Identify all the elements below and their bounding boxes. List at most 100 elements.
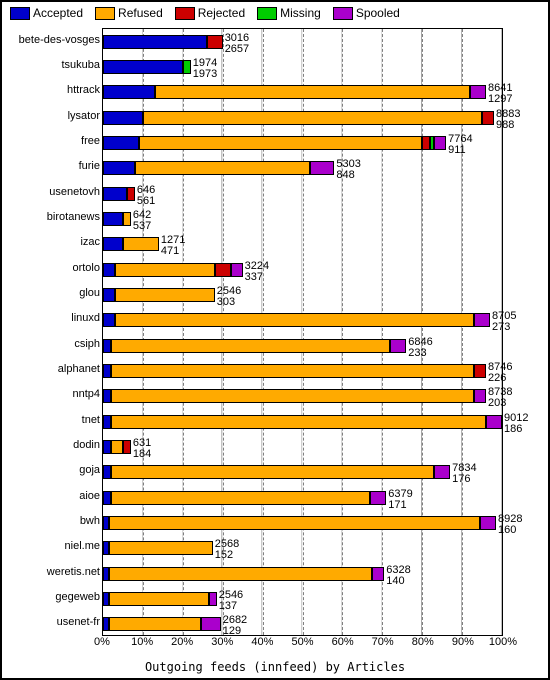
bar-value-bottom: 203 <box>488 398 512 409</box>
bar-segment-rejected <box>474 364 486 378</box>
x-tick-label: 60% <box>332 636 354 648</box>
bar-value-bottom: 337 <box>245 272 269 283</box>
x-tick-label: 50% <box>291 636 313 648</box>
bar-segment-rejected <box>207 35 223 49</box>
bar-segment-accepted <box>103 161 135 175</box>
bar-segment-spooled <box>201 617 221 631</box>
bar-segment-accepted <box>103 111 143 125</box>
bar-segment-refused <box>139 136 422 150</box>
bar-value-top: 6846 <box>408 337 432 348</box>
bar-value-labels: 6846233 <box>406 337 432 359</box>
bar-row: 9012186 <box>103 415 502 429</box>
y-axis-label: aioe <box>4 490 100 502</box>
bar-segment-refused <box>115 288 215 302</box>
legend-item: Spooled <box>333 6 400 20</box>
bar-segment-accepted <box>103 237 123 251</box>
bar-value-labels: 646561 <box>135 185 155 207</box>
bar-row: 30162657 <box>103 35 502 49</box>
bar-value-bottom: 176 <box>452 474 476 485</box>
bar-segment-spooled <box>209 592 217 606</box>
bar-row: 6846233 <box>103 339 502 353</box>
bar-value-labels: 1271471 <box>159 235 185 257</box>
bar-value-bottom: 233 <box>408 348 432 359</box>
bar-value-labels: 8928160 <box>496 514 522 536</box>
y-axis-label: ortolo <box>4 262 100 274</box>
bar-segment-accepted <box>103 136 139 150</box>
bar-segment-refused <box>109 592 209 606</box>
bar-row: 7764911 <box>103 136 502 150</box>
bar-segment-refused <box>111 491 370 505</box>
y-axis-label: alphanet <box>4 363 100 375</box>
bar-value-labels: 19741973 <box>191 58 217 80</box>
bar-row: 8738203 <box>103 389 502 403</box>
bar-segment-accepted <box>103 60 183 74</box>
bar-row: 8705273 <box>103 313 502 327</box>
y-axis-label: nntp4 <box>4 388 100 400</box>
bar-segment-refused <box>123 212 131 226</box>
bar-segment-rejected <box>215 263 231 277</box>
bar-segment-refused <box>111 465 434 479</box>
bar-value-labels: 2682129 <box>221 615 247 637</box>
bar-segment-refused <box>143 111 482 125</box>
bar-value-bottom: 561 <box>137 196 155 207</box>
x-axis-title: Outgoing feeds (innfeed) by Articles <box>2 660 548 674</box>
y-axis-label: glou <box>4 287 100 299</box>
bar-segment-rejected <box>127 187 135 201</box>
bar-value-labels: 6379171 <box>386 489 412 511</box>
x-tick-label: 10% <box>131 636 153 648</box>
bar-segment-spooled <box>474 389 486 403</box>
legend-item: Refused <box>95 6 163 20</box>
bar-segment-refused <box>123 237 159 251</box>
bar-value-labels: 642537 <box>131 210 151 232</box>
y-axis-label: bwh <box>4 515 100 527</box>
bar-row: 642537 <box>103 212 502 226</box>
bar-row: 2546303 <box>103 288 502 302</box>
bar-segment-spooled <box>310 161 334 175</box>
bar-segment-spooled <box>390 339 406 353</box>
bar-value-labels: 9012186 <box>502 413 528 435</box>
y-axis-label: furie <box>4 160 100 172</box>
legend-swatch <box>175 7 195 20</box>
x-tick-label: 90% <box>452 636 474 648</box>
bar-segment-spooled <box>434 136 446 150</box>
bar-value-bottom: 848 <box>336 170 360 181</box>
y-axis-label: goja <box>4 464 100 476</box>
bar-value-bottom: 988 <box>496 120 520 131</box>
bar-segment-accepted <box>103 339 111 353</box>
plot-area: 3016265719741973864112978883988776491153… <box>102 28 503 636</box>
legend-swatch <box>257 7 277 20</box>
bar-value-labels: 631184 <box>131 438 151 460</box>
bar-segment-refused <box>111 389 474 403</box>
bar-value-labels: 8705273 <box>490 311 516 333</box>
bar-value-labels: 7764911 <box>446 134 472 156</box>
x-tick-label: 0% <box>94 636 110 648</box>
bar-row: 646561 <box>103 187 502 201</box>
bar-value-bottom: 184 <box>133 449 151 460</box>
chart-container: AcceptedRefusedRejectedMissingSpooled 30… <box>0 0 550 680</box>
bar-segment-accepted <box>103 364 111 378</box>
y-axis-label: weretis.net <box>4 566 100 578</box>
bar-segment-accepted <box>103 440 111 454</box>
bar-row: 8928160 <box>103 516 502 530</box>
bar-value-bottom: 2657 <box>225 44 249 55</box>
bar-value-labels: 3224337 <box>243 261 269 283</box>
y-axis-label: httrack <box>4 84 100 96</box>
bar-segment-accepted <box>103 35 207 49</box>
bar-value-top: 9012 <box>504 413 528 424</box>
bar-value-bottom: 911 <box>448 145 472 156</box>
bar-value-labels: 5303848 <box>334 159 360 181</box>
bar-value-labels: 8883988 <box>494 109 520 131</box>
y-axis-label: csiph <box>4 338 100 350</box>
bar-segment-accepted <box>103 212 123 226</box>
bar-segment-refused <box>115 313 474 327</box>
legend-swatch <box>10 7 30 20</box>
bar-segment-accepted <box>103 288 115 302</box>
legend-label: Missing <box>280 6 321 20</box>
bar-value-bottom: 226 <box>488 373 512 384</box>
bar-value-bottom: 186 <box>504 424 528 435</box>
bar-segment-refused <box>155 85 470 99</box>
legend-item: Missing <box>257 6 321 20</box>
bar-value-top: 8883 <box>496 109 520 120</box>
bar-value-top: 3224 <box>245 261 269 272</box>
bar-value-bottom: 160 <box>498 525 522 536</box>
